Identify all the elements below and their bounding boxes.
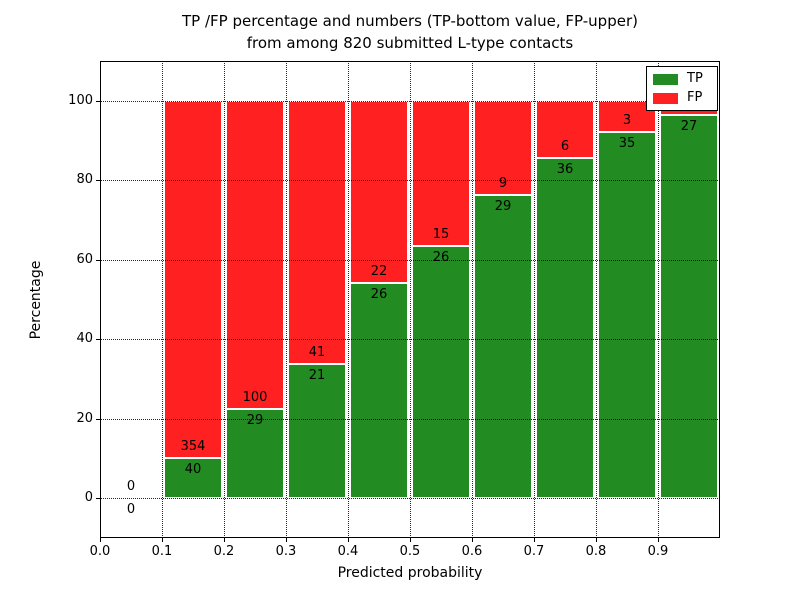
tp-count-label: 26 (432, 250, 450, 266)
fp-count-label: 6 (560, 138, 570, 154)
x-tick (534, 538, 535, 542)
grid-line-v (658, 61, 659, 538)
y-tick-label: 0 (84, 490, 93, 506)
y-tick-label: 20 (76, 410, 93, 426)
tp-count-label: 21 (308, 367, 326, 383)
y-tick (96, 418, 100, 420)
x-tick-label: 0.0 (89, 544, 111, 559)
bar-segment-tp (598, 132, 656, 499)
bar-segment-fp (474, 100, 532, 195)
tp-legend-label: TP (687, 71, 703, 86)
y-tick (96, 180, 100, 182)
x-tick-label: 0.5 (399, 544, 421, 559)
x-tick-label: 0.4 (337, 544, 359, 559)
x-tick (286, 538, 287, 542)
grid-line-v (410, 61, 411, 538)
x-tick-label: 0.1 (151, 544, 173, 559)
x-tick (410, 538, 411, 542)
x-tick (100, 538, 101, 542)
tp-count-label: 29 (246, 412, 264, 428)
x-tick-label: 0.2 (213, 544, 235, 559)
bar-segment-fp (226, 100, 284, 409)
fp-legend-label: FP (687, 90, 703, 105)
x-tick (658, 538, 659, 542)
legend-box: TP FP (646, 66, 718, 111)
x-tick (224, 538, 225, 542)
y-tick (96, 100, 100, 102)
x-axis-label: Predicted probability (337, 565, 483, 581)
grid-line-v (348, 61, 349, 538)
y-axis-label: Percentage (28, 260, 44, 340)
fp-count-label: 354 (180, 438, 206, 454)
grid-line-v (534, 61, 535, 538)
bar-segment-tp (350, 282, 408, 499)
bar-segment-fp (350, 100, 408, 283)
fp-count-label: 9 (498, 175, 508, 191)
bar-segment-tp (288, 363, 346, 499)
bar-segment-fp (164, 100, 222, 458)
y-tick (96, 259, 100, 261)
legend-item-fp: FP (653, 91, 711, 105)
x-tick (162, 538, 163, 542)
bar-segment-tp (536, 157, 594, 499)
y-tick-label: 40 (76, 331, 93, 347)
y-tick (96, 339, 100, 341)
x-tick-label: 0.3 (275, 544, 297, 559)
tp-count-label: 27 (680, 118, 698, 134)
x-tick-label: 0.9 (647, 544, 669, 559)
tp-count-label: 36 (556, 161, 574, 177)
tp-count-label: 26 (370, 286, 388, 302)
y-tick-label: 60 (76, 251, 93, 267)
x-tick (472, 538, 473, 542)
grid-line-v (596, 61, 597, 538)
chart-title-line-2: from among 820 submitted L-type contacts (246, 34, 574, 52)
bar-segment-tp (226, 408, 284, 499)
y-tick-label: 100 (68, 92, 93, 108)
grid-line-v (162, 61, 163, 538)
x-tick-label: 0.8 (585, 544, 607, 559)
bar-segment-tp (164, 457, 222, 499)
bar-segment-tp (412, 246, 470, 499)
tp-count-label: 35 (618, 136, 636, 152)
bar-segment-fp (288, 100, 346, 364)
tp-count-label: 0 (126, 502, 136, 518)
x-tick (348, 538, 349, 542)
bar-segment-tp (474, 194, 532, 499)
fp-count-label: 15 (432, 227, 450, 243)
tp-count-label: 29 (494, 198, 512, 214)
legend-item-tp: TP (653, 72, 711, 86)
x-tick-label: 0.7 (523, 544, 545, 559)
bar-segment-fp (536, 100, 594, 158)
y-tick-label: 80 (76, 172, 93, 188)
tp-count-label: 40 (184, 461, 202, 477)
fp-count-label: 41 (308, 344, 326, 360)
grid-line-v (472, 61, 473, 538)
fp-count-label: 100 (242, 389, 268, 405)
fp-count-label: 3 (622, 113, 632, 129)
grid-line-v (224, 61, 225, 538)
bar-segment-tp (660, 114, 718, 499)
fp-count-label: 0 (126, 479, 136, 495)
x-tick-label: 0.6 (461, 544, 483, 559)
bar-segment-fp (412, 100, 470, 247)
x-tick (596, 538, 597, 542)
grid-line-v (286, 61, 287, 538)
fp-legend-swatch (653, 92, 678, 104)
y-tick (96, 498, 100, 500)
tp-legend-swatch (653, 73, 678, 85)
chart-title-line-1: TP /FP percentage and numbers (TP-bottom… (182, 12, 638, 30)
fp-count-label: 22 (370, 263, 388, 279)
